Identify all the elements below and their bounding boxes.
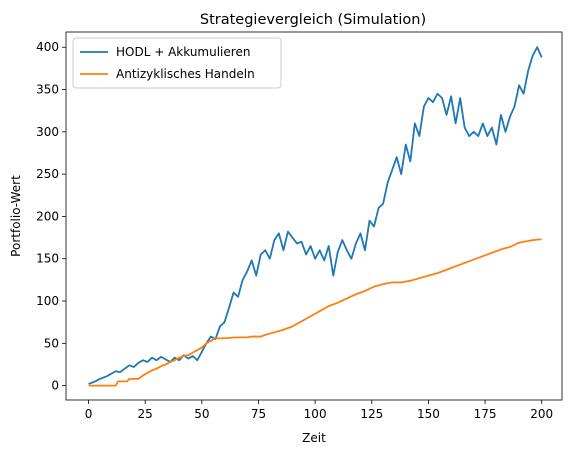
y-tick-label: 150 (36, 252, 59, 266)
y-tick-label: 250 (36, 167, 59, 181)
x-tick-label: 0 (85, 407, 93, 421)
series-layer (88, 46, 543, 387)
x-tick-label: 125 (360, 407, 383, 421)
x-tick-label: 150 (417, 407, 440, 421)
legend-label-antizyklisch: Antizyklisches Handeln (116, 67, 255, 81)
x-tick-label: 100 (304, 407, 327, 421)
y-tick-label: 400 (36, 40, 59, 54)
series-line-hodl (88, 46, 543, 385)
legend-box (72, 37, 282, 89)
y-tick-label: 350 (36, 83, 59, 97)
y-tick-label: 0 (51, 379, 59, 393)
legend-label-hodl: HODL + Akkumulieren (116, 45, 250, 59)
y-tick-label: 100 (36, 294, 59, 308)
plot-frame (65, 31, 563, 401)
y-axis-label: Portfolio-Wert (9, 175, 23, 257)
x-tick-label: 175 (474, 407, 497, 421)
x-tick-label: 75 (251, 407, 266, 421)
x-tick-label: 50 (194, 407, 209, 421)
x-ticks: 0 25 50 75 100 125 150 175 200 (85, 400, 553, 421)
y-tick-label: 300 (36, 125, 59, 139)
y-tick-label: 50 (44, 336, 59, 350)
x-tick-label: 25 (138, 407, 153, 421)
series-line-antizyklisch (88, 238, 542, 387)
y-ticks: 0 50 100 150 200 250 300 350 400 (36, 40, 66, 393)
plot-area (66, 32, 562, 400)
y-tick-label: 200 (36, 209, 59, 223)
chart-title: Strategievergleich (Simulation) (200, 12, 426, 28)
legend: HODL + Akkumulieren Antizyklisches Hande… (72, 37, 282, 89)
x-tick-label: 200 (530, 407, 553, 421)
x-axis-label: Zeit (302, 431, 326, 445)
